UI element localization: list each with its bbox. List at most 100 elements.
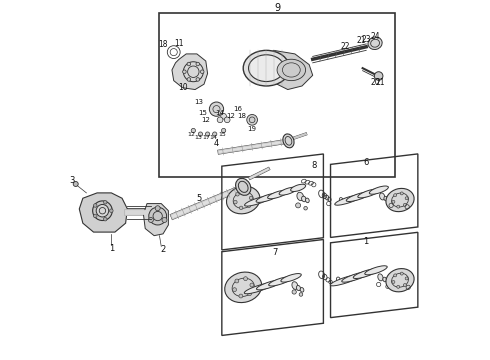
Ellipse shape: [269, 277, 292, 286]
Ellipse shape: [358, 189, 380, 198]
Circle shape: [221, 113, 226, 119]
Ellipse shape: [306, 198, 309, 203]
Text: 15: 15: [218, 132, 226, 136]
Circle shape: [403, 203, 406, 206]
Circle shape: [148, 217, 153, 222]
Ellipse shape: [353, 269, 378, 279]
Text: 13: 13: [195, 135, 202, 140]
Ellipse shape: [297, 192, 304, 201]
Text: 14: 14: [209, 135, 217, 140]
Circle shape: [196, 62, 199, 66]
Circle shape: [224, 117, 230, 123]
Ellipse shape: [245, 196, 270, 206]
Ellipse shape: [330, 275, 361, 286]
Ellipse shape: [301, 196, 306, 202]
Ellipse shape: [296, 285, 300, 291]
Text: 16: 16: [233, 106, 243, 112]
Circle shape: [187, 78, 191, 81]
Circle shape: [299, 293, 303, 296]
Circle shape: [236, 193, 239, 196]
Ellipse shape: [226, 186, 260, 214]
Text: 1: 1: [109, 244, 114, 253]
Circle shape: [304, 206, 307, 210]
Ellipse shape: [248, 55, 284, 81]
Text: 17: 17: [202, 135, 210, 140]
Text: 13: 13: [194, 99, 203, 105]
Circle shape: [392, 200, 395, 203]
Circle shape: [191, 129, 196, 133]
Text: 4: 4: [214, 139, 219, 148]
Ellipse shape: [283, 134, 294, 148]
Circle shape: [244, 277, 247, 280]
Text: 3: 3: [70, 176, 75, 185]
Circle shape: [249, 196, 253, 200]
Text: 15: 15: [198, 110, 207, 116]
Circle shape: [403, 284, 406, 287]
Ellipse shape: [256, 193, 279, 202]
Text: 12: 12: [201, 117, 210, 123]
Circle shape: [103, 217, 107, 221]
Ellipse shape: [245, 283, 273, 294]
Circle shape: [205, 132, 210, 136]
Circle shape: [393, 274, 397, 277]
Ellipse shape: [342, 272, 369, 282]
Ellipse shape: [384, 196, 388, 201]
Circle shape: [295, 203, 300, 208]
Circle shape: [73, 181, 78, 186]
Circle shape: [235, 279, 239, 283]
Text: 10: 10: [178, 83, 188, 92]
Text: 21: 21: [376, 78, 385, 87]
Ellipse shape: [292, 282, 298, 289]
Circle shape: [397, 205, 400, 208]
Ellipse shape: [96, 204, 109, 217]
Ellipse shape: [335, 195, 362, 205]
Circle shape: [149, 207, 167, 225]
Circle shape: [247, 204, 251, 207]
Ellipse shape: [268, 190, 288, 199]
Circle shape: [250, 283, 254, 287]
Circle shape: [221, 129, 226, 133]
Ellipse shape: [346, 192, 371, 202]
Text: 20: 20: [370, 78, 380, 87]
Circle shape: [239, 206, 243, 210]
Ellipse shape: [243, 50, 290, 86]
Circle shape: [247, 114, 257, 125]
Circle shape: [400, 192, 403, 195]
Ellipse shape: [281, 274, 301, 282]
Circle shape: [405, 197, 408, 200]
Circle shape: [110, 209, 113, 212]
Circle shape: [244, 190, 247, 194]
Circle shape: [393, 194, 397, 197]
Ellipse shape: [368, 37, 382, 50]
Circle shape: [400, 272, 403, 275]
Ellipse shape: [378, 274, 383, 281]
Text: 12: 12: [188, 132, 196, 136]
Ellipse shape: [383, 277, 387, 282]
Polygon shape: [172, 54, 208, 90]
Circle shape: [200, 70, 204, 73]
Text: 24: 24: [370, 32, 380, 41]
Circle shape: [198, 132, 202, 136]
Ellipse shape: [386, 188, 414, 212]
Ellipse shape: [93, 201, 112, 221]
Ellipse shape: [380, 193, 385, 200]
Circle shape: [234, 201, 237, 204]
Ellipse shape: [256, 280, 282, 290]
Circle shape: [397, 285, 400, 288]
Polygon shape: [267, 50, 313, 90]
Circle shape: [247, 292, 251, 296]
Ellipse shape: [279, 187, 297, 195]
Circle shape: [217, 117, 223, 123]
Circle shape: [209, 102, 223, 116]
Text: 2: 2: [160, 246, 166, 255]
Ellipse shape: [365, 266, 387, 275]
Circle shape: [155, 206, 160, 211]
Circle shape: [187, 62, 191, 66]
Bar: [159, 13, 394, 177]
Text: 5: 5: [196, 194, 201, 203]
Text: 18: 18: [158, 40, 168, 49]
Text: 22: 22: [340, 42, 349, 51]
Circle shape: [392, 280, 395, 283]
Text: 9: 9: [274, 3, 280, 13]
Circle shape: [94, 204, 97, 207]
